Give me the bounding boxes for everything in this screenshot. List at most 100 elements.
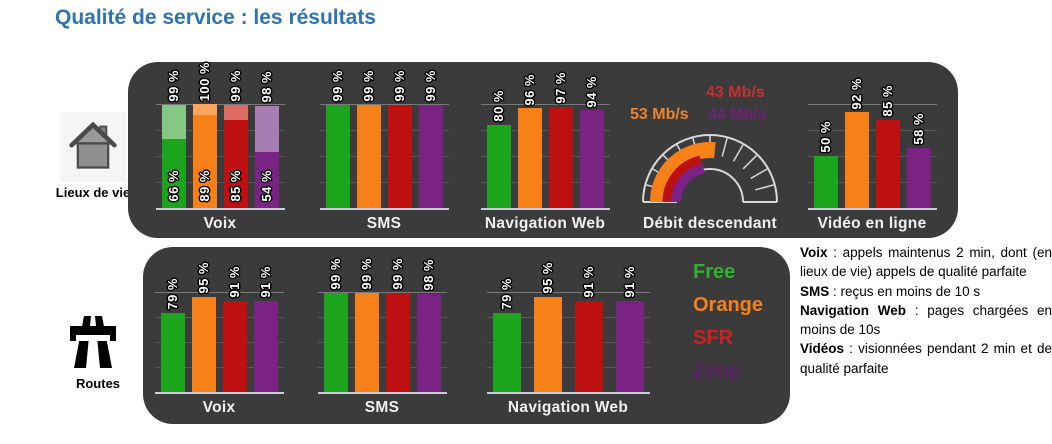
gridline — [155, 130, 285, 131]
note-definition: : appels maintenus 2 min, dont (en lieux… — [800, 245, 1052, 280]
gridline — [480, 182, 610, 183]
note-term: Navigation Web — [800, 302, 906, 318]
bar-orange — [533, 297, 562, 392]
bar-zeop — [906, 147, 931, 208]
x-axis — [807, 208, 937, 210]
bar-value-label: 99 % — [359, 258, 374, 290]
bar-value-label: 95 % — [196, 262, 211, 294]
lieux-de-vie-icon-block — [50, 112, 136, 187]
chart-title: SMS — [364, 399, 400, 416]
metric-definitions: Voix : appels maintenus 2 min, dont (en … — [800, 243, 1052, 378]
note-term: Voix — [800, 245, 828, 260]
bar-free — [486, 124, 511, 208]
routes-icon-block — [68, 304, 128, 374]
note-definition: : pages chargées en moins de 10s — [800, 302, 1052, 338]
chart-title: Voix — [203, 215, 237, 232]
gridline — [807, 130, 937, 131]
bar-value-label: 58 % — [911, 113, 926, 145]
gridline — [319, 156, 449, 157]
chart-title: Vidéo en ligne — [817, 215, 927, 232]
bar-free — [160, 313, 185, 392]
bar-value-label: 80 % — [491, 90, 506, 122]
bar-zeop — [579, 110, 604, 208]
x-axis — [154, 392, 284, 394]
bar-inner-free — [161, 139, 186, 208]
routes-label: Routes — [75, 376, 121, 391]
bar-value-label: 99 % — [330, 70, 345, 103]
gridline — [486, 342, 650, 343]
bar-zeop — [253, 301, 278, 392]
bar-value-label: 95 % — [540, 262, 555, 294]
bar-free — [323, 293, 348, 392]
gridline — [155, 104, 285, 105]
bar-free — [325, 105, 350, 208]
operator-legend: Free Orange SFR Zeop — [693, 261, 763, 393]
bar-value-label: 85 % — [880, 84, 895, 117]
bar-sfr — [222, 301, 247, 392]
note-definition: : reçus en moins de 10 s — [829, 283, 981, 299]
bar-value-label: 99 % — [166, 70, 181, 103]
bar-orange — [517, 108, 542, 208]
bar-value-label: 91 % — [622, 266, 637, 298]
bar-sfr — [548, 107, 573, 208]
x-axis — [486, 392, 650, 394]
bar-inner-sfr — [223, 119, 248, 208]
chart-title: SMS — [366, 215, 402, 232]
bar-value-label: 99 % — [392, 70, 407, 103]
chart-title: Navigation Web — [484, 215, 606, 232]
gridline — [807, 104, 937, 105]
gridline — [319, 104, 449, 105]
gridline — [319, 130, 449, 131]
gridline — [317, 367, 447, 368]
motorway-icon — [68, 304, 128, 374]
note-1: SMS : reçus en moins de 10 s — [800, 282, 1052, 301]
bar-value-label: 79 % — [165, 278, 180, 310]
bar-value-label: 79 % — [499, 278, 514, 310]
bar-value-label: 97 % — [553, 72, 568, 105]
gridline — [154, 342, 284, 343]
legend-item-orange: Orange — [693, 294, 764, 316]
gridline — [807, 156, 937, 157]
x-axis — [155, 208, 285, 210]
gridline — [155, 182, 285, 183]
gridline — [480, 156, 610, 157]
legend-item-zeop: Zeop — [693, 360, 741, 382]
gridline — [807, 182, 937, 183]
gridline — [480, 104, 610, 105]
bar-orange — [844, 112, 869, 208]
gauge-reading-sfr: 43 Mb/s — [706, 84, 765, 101]
gridline — [154, 317, 284, 318]
bar-value-label: 98 % — [421, 259, 436, 291]
note-definition: : visionnées pendant 2 min et de qualité… — [800, 341, 1052, 376]
bar-orange — [356, 105, 381, 208]
gridline — [317, 292, 447, 293]
bar-free — [813, 156, 838, 208]
bar-inner-zeop — [254, 151, 279, 208]
note-term: SMS — [800, 283, 830, 299]
bar-sfr — [574, 301, 603, 392]
legend-item-free: Free — [693, 261, 736, 283]
bar-inner-orange — [192, 115, 217, 208]
lieux-de-vie-label: Lieux de vie — [55, 185, 131, 200]
gridline — [155, 156, 285, 157]
bar-orange — [354, 293, 379, 392]
bar-value-label: 94 % — [584, 75, 599, 108]
x-axis — [317, 392, 447, 394]
gridline — [480, 130, 610, 131]
bar-value-label: 92 % — [849, 77, 864, 110]
gridline — [486, 367, 650, 368]
bar-sfr — [875, 119, 900, 208]
note-0: Voix : appels maintenus 2 min, dont (en … — [800, 243, 1052, 282]
bar-value-label: 99 % — [328, 258, 343, 290]
legend-item-sfr: SFR — [693, 327, 733, 349]
bar-value-label: 99 % — [423, 70, 438, 103]
speed-gauge — [632, 124, 788, 206]
gridline — [154, 292, 284, 293]
page-title: Qualité de service : les résultats — [55, 6, 376, 29]
gridline — [317, 317, 447, 318]
bar-sfr — [387, 105, 412, 208]
bar-free — [492, 313, 521, 392]
bar-value-label: 91 % — [258, 266, 273, 298]
note-2: Navigation Web : pages chargées en moins… — [800, 301, 1052, 340]
bar-sfr — [385, 293, 410, 392]
